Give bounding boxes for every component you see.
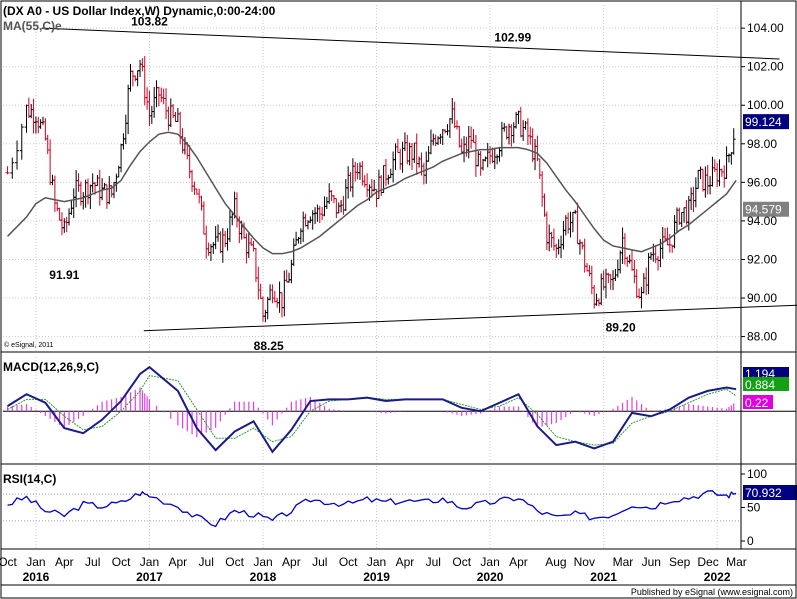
x-year-label-5: 2021 <box>590 570 617 584</box>
macd-line <box>7 365 737 454</box>
x-month-label-21: Mar <box>613 555 634 569</box>
x-month-label-8: Oct <box>225 555 244 569</box>
rsi-tick-label-0: 100 <box>747 467 767 481</box>
price-tick-label-5: 94.00 <box>747 214 777 228</box>
x-month-label-25: Mar <box>726 555 747 569</box>
x-year-label-1: 2017 <box>136 570 163 584</box>
x-month-label-17: Jan <box>480 555 499 569</box>
x-month-label-16: Oct <box>452 555 471 569</box>
footer-text: Published by eSignal (www.esignal.com) <box>631 587 793 597</box>
signal-badge-bg <box>743 377 789 391</box>
price-annotation-0: 103.82 <box>131 15 168 29</box>
hist-badge: 0.22 <box>745 396 769 410</box>
x-month-label-20: Nov <box>574 555 595 569</box>
x-month-label-6: Apr <box>169 555 188 569</box>
rsi-title: RSI(14,C) <box>3 472 56 486</box>
x-month-label-4: Oct <box>112 555 131 569</box>
price-tick-label-0: 104.00 <box>747 21 784 35</box>
x-month-label-24: Dec <box>697 555 718 569</box>
price-tick-label-3: 98.00 <box>747 137 777 151</box>
price-panel: 103.82 102.99 91.91 88.25 89.20 99.124 94.579 <box>5 15 797 353</box>
ma-last-badge: 94.579 <box>745 203 782 217</box>
hist-badge-bg <box>743 395 773 409</box>
x-month-label-14: Apr <box>396 555 415 569</box>
x-month-label-18: Apr <box>509 555 528 569</box>
price-tick-label-1: 102.00 <box>747 60 784 74</box>
x-month-label-1: Jan <box>26 555 45 569</box>
rsi-tick-label-1: 50 <box>747 501 761 515</box>
x-month-label-19: Aug <box>545 555 566 569</box>
price-annotation-2: 91.91 <box>49 268 79 282</box>
price-annotation-4: 89.20 <box>606 320 636 334</box>
price-tick-label-8: 88.00 <box>747 330 777 344</box>
price-tick-label-4: 96.00 <box>747 175 777 189</box>
signal-badge: 0.884 <box>745 378 775 392</box>
rsi-badge-bg <box>743 485 797 500</box>
x-year-label-0: 2016 <box>23 570 50 584</box>
copyright-text: © eSignal, 2011 <box>4 341 54 349</box>
x-year-label-2: 2018 <box>250 570 277 584</box>
macd-badge-bg <box>743 367 789 380</box>
rsi-badge: 70.932 <box>745 486 782 500</box>
chart-title: (DX A0 - US Dollar Index,W) Dynamic,0:00… <box>3 4 276 18</box>
last-price-badge-bg <box>743 114 789 130</box>
x-year-label-6: 2022 <box>704 570 731 584</box>
x-month-label-3: Jul <box>85 555 100 569</box>
ma-last-badge-bg <box>743 201 789 217</box>
x-month-label-2: Apr <box>55 555 74 569</box>
last-price-badge: 99.124 <box>745 115 782 129</box>
x-year-label-3: 2019 <box>363 570 390 584</box>
x-month-label-9: Jan <box>253 555 272 569</box>
ma-line <box>7 131 737 255</box>
rsi-panel: 100 50 0 70.932 <box>3 467 797 548</box>
x-month-label-10: Apr <box>282 555 301 569</box>
x-month-label-5: Jan <box>140 555 159 569</box>
x-year-label-4: 2020 <box>477 570 504 584</box>
x-month-label-22: Jun <box>642 555 661 569</box>
x-month-label-23: Sep <box>669 555 691 569</box>
x-month-label-13: Jan <box>367 555 386 569</box>
macd-title: MACD(12,26,9,C) <box>3 360 99 374</box>
x-month-label-7: Jul <box>199 555 214 569</box>
x-month-label-12: Oct <box>339 555 358 569</box>
price-tick-label-2: 100.00 <box>747 98 784 112</box>
price-tick-label-7: 90.00 <box>747 291 777 305</box>
price-annotation-1: 102.99 <box>494 31 531 45</box>
x-month-label-11: Jul <box>312 555 327 569</box>
rsi-tick-label-2: 0 <box>747 534 754 548</box>
trendline-1 <box>143 304 797 332</box>
x-month-label-15: Jul <box>426 555 441 569</box>
trendline-0 <box>41 27 780 60</box>
price-annotation-3: 88.25 <box>254 339 284 353</box>
ma-label: MA(55,C)e <box>3 19 62 33</box>
rsi-line <box>7 490 737 528</box>
price-tick-label-6: 92.00 <box>747 252 777 266</box>
x-month-label-0: Oct <box>0 555 18 569</box>
